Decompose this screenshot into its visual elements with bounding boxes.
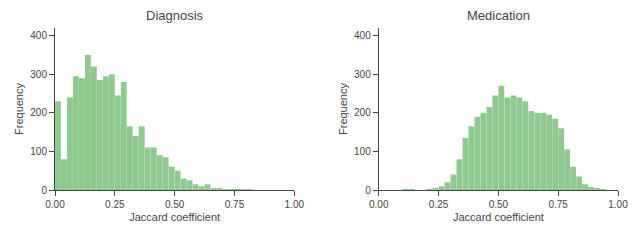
svg-text:0: 0 [41, 185, 47, 196]
svg-text:0.50: 0.50 [165, 199, 185, 210]
svg-text:1.00: 1.00 [285, 199, 305, 210]
svg-text:100: 100 [30, 146, 47, 157]
svg-text:0.00: 0.00 [369, 199, 389, 210]
svg-text:0.75: 0.75 [548, 199, 568, 210]
svg-text:300: 300 [30, 69, 47, 80]
svg-text:1.00: 1.00 [608, 199, 628, 210]
svg-text:400: 400 [354, 30, 371, 41]
svg-text:200: 200 [30, 107, 47, 118]
svg-text:Frequency: Frequency [13, 83, 25, 135]
svg-text:0.25: 0.25 [429, 199, 449, 210]
svg-text:Frequency: Frequency [337, 83, 349, 135]
svg-text:Diagnosis: Diagnosis [146, 8, 204, 23]
svg-text:400: 400 [30, 30, 47, 41]
svg-text:Jaccard coefficient: Jaccard coefficient [453, 211, 544, 223]
svg-text:300: 300 [354, 69, 371, 80]
svg-text:100: 100 [354, 146, 371, 157]
svg-text:0.75: 0.75 [225, 199, 245, 210]
svg-text:Medication: Medication [467, 8, 530, 23]
svg-text:0.25: 0.25 [105, 199, 125, 210]
svg-text:200: 200 [354, 107, 371, 118]
svg-text:0.00: 0.00 [45, 199, 65, 210]
svg-text:0.50: 0.50 [489, 199, 509, 210]
svg-text:Jaccard coefficient: Jaccard coefficient [129, 211, 220, 223]
svg-text:0: 0 [365, 185, 371, 196]
